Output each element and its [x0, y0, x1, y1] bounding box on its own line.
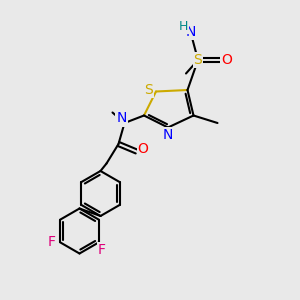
Text: N: N	[185, 25, 196, 38]
Text: O: O	[138, 142, 148, 156]
Text: F: F	[48, 235, 56, 249]
Text: N: N	[163, 128, 173, 142]
Text: F: F	[98, 243, 106, 257]
Text: N: N	[116, 112, 127, 125]
Text: S: S	[194, 53, 202, 67]
Text: H: H	[179, 20, 188, 33]
Text: S: S	[144, 83, 153, 97]
Text: O: O	[221, 53, 232, 67]
